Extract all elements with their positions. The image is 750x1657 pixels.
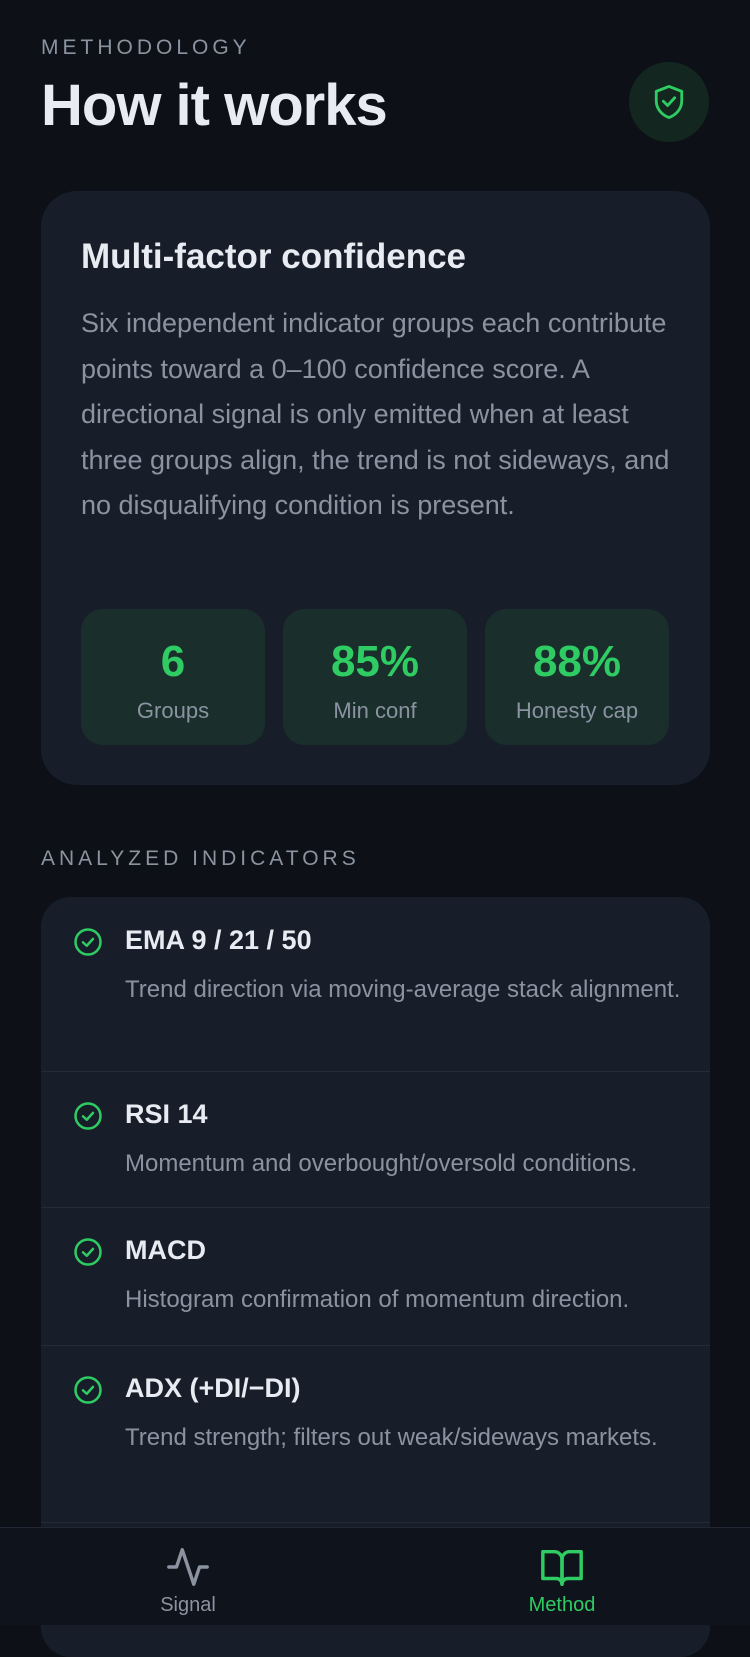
nav-icon — [167, 1548, 209, 1586]
indicator-row: RSI 14 Momentum and overbought/oversold c… — [41, 1071, 710, 1208]
check-icon — [74, 1102, 102, 1130]
nav-tab[interactable]: Method — [462, 1528, 662, 1617]
indicator-name: RSI 14 — [125, 1099, 208, 1129]
indicator-description: Histogram confirmation of momentum direc… — [125, 1286, 630, 1313]
stat-label: Min conf — [333, 698, 417, 723]
check-icon — [74, 1238, 102, 1266]
stat-value: 85% — [330, 637, 420, 686]
section-label: ANALYZED INDICATORS — [41, 847, 360, 870]
nav-tab[interactable]: Signal — [88, 1528, 288, 1617]
card-body: Six independent indicator groups each co… — [81, 308, 670, 521]
nav-icon — [541, 1549, 583, 1586]
stat-box: 6 Groups — [81, 609, 265, 745]
indicator-name: ADX (+DI/−DI) — [125, 1373, 301, 1403]
indicator-row: ADX (+DI/−DI) Trend strength; filters out… — [41, 1345, 710, 1523]
indicator-name: MACD — [125, 1235, 206, 1265]
nav-label: Signal — [160, 1594, 216, 1616]
confidence-card: Multi-factor confidence Six independent … — [41, 191, 710, 785]
nav-label: Method — [528, 1594, 596, 1616]
bottom-nav: Signal Method — [0, 1527, 750, 1625]
check-icon — [74, 928, 102, 956]
stat-value: 6 — [160, 637, 186, 686]
indicator-description: Momentum and overbought/oversold conditi… — [125, 1150, 638, 1177]
stat-label: Groups — [136, 698, 210, 723]
page-title: How it works — [41, 73, 388, 138]
stat-box: 88% Honesty cap — [485, 609, 669, 745]
stat-box: 85% Min conf — [283, 609, 467, 745]
eyebrow: METHODOLOGY — [41, 36, 251, 59]
stat-value: 88% — [532, 637, 622, 686]
indicator-description: Trend strength; filters out weak/sideway… — [125, 1424, 658, 1451]
stat-label: Honesty cap — [515, 698, 639, 723]
indicator-row: MACD Histogram confirmation of momentum d… — [41, 1207, 710, 1346]
check-icon — [74, 1376, 102, 1404]
card-title: Multi-factor confidence — [81, 237, 467, 276]
indicator-row: EMA 9 / 21 / 50 Trend direction via movin… — [41, 897, 710, 1072]
indicator-name: EMA 9 / 21 / 50 — [125, 925, 312, 955]
indicator-description: Trend direction via moving-average stack… — [125, 976, 681, 1003]
shield-badge — [629, 62, 709, 142]
